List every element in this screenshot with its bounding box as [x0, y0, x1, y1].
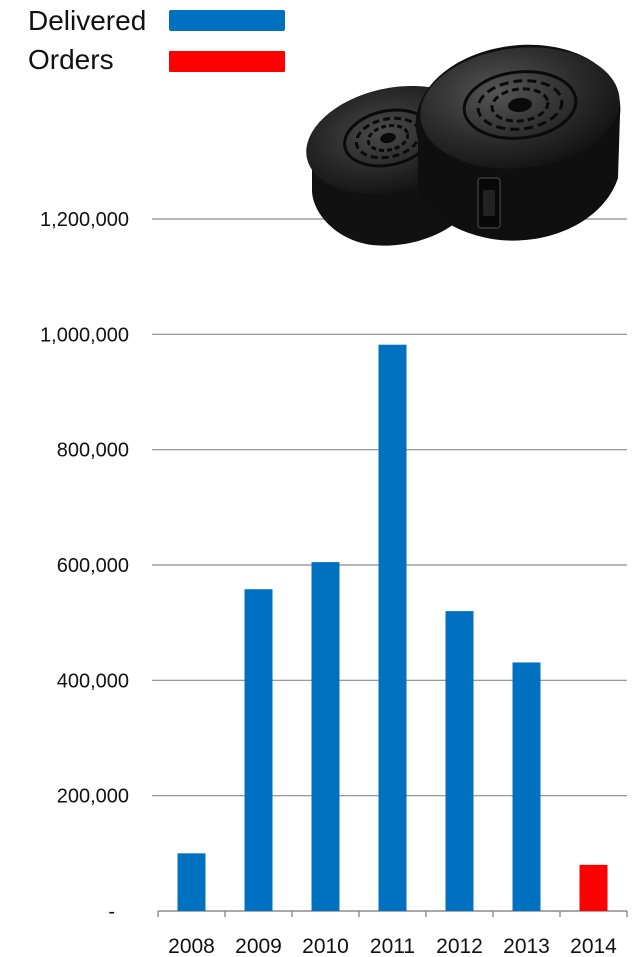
bar-orders-2014	[579, 864, 608, 911]
y-tick-label: 200,000	[57, 786, 129, 808]
y-tick-label: 800,000	[57, 440, 129, 462]
x-category-label: 2013	[503, 935, 550, 957]
y-tick-label: 1,000,000	[40, 324, 129, 346]
y-tick-label: 400,000	[57, 670, 129, 692]
y-tick-label: -	[108, 901, 115, 923]
x-category-label: 2010	[302, 935, 349, 957]
x-category-label: 2008	[168, 935, 215, 957]
bar-delivered-2009	[244, 589, 273, 911]
x-category-label: 2009	[235, 935, 282, 957]
x-axis-category-labels: 2008 2009 2010 2011 2012 2013 2014	[168, 935, 617, 957]
x-category-label: 2014	[570, 935, 617, 957]
bar-delivered-2011	[378, 344, 407, 911]
bar-delivered-2012	[445, 611, 474, 911]
x-category-label: 2012	[436, 935, 483, 957]
bar-delivered-2008	[177, 853, 206, 911]
y-tick-label: 1,200,000	[40, 209, 129, 231]
legend: Delivered Orders	[28, 5, 285, 75]
legend-item-delivered: Delivered	[28, 5, 285, 36]
legend-swatch-orders	[169, 51, 285, 72]
x-category-label: 2011	[370, 935, 415, 957]
y-tick-label: 600,000	[57, 555, 129, 577]
bars	[177, 344, 608, 911]
y-axis-tick-labels: - 200,000 400,000 600,000 800,000 1,000,000 1,…	[40, 209, 129, 923]
cartridge-front	[415, 44, 621, 241]
legend-label-orders: Orders	[28, 44, 114, 75]
bar-delivered-2010	[311, 562, 340, 911]
bar-delivered-2013	[512, 662, 541, 911]
x-axis-ticks	[157, 911, 628, 917]
legend-label-delivered: Delivered	[28, 5, 146, 36]
legend-item-orders: Orders	[28, 44, 285, 75]
filter-cartridge-icon	[306, 44, 621, 246]
legend-swatch-delivered	[169, 10, 285, 31]
